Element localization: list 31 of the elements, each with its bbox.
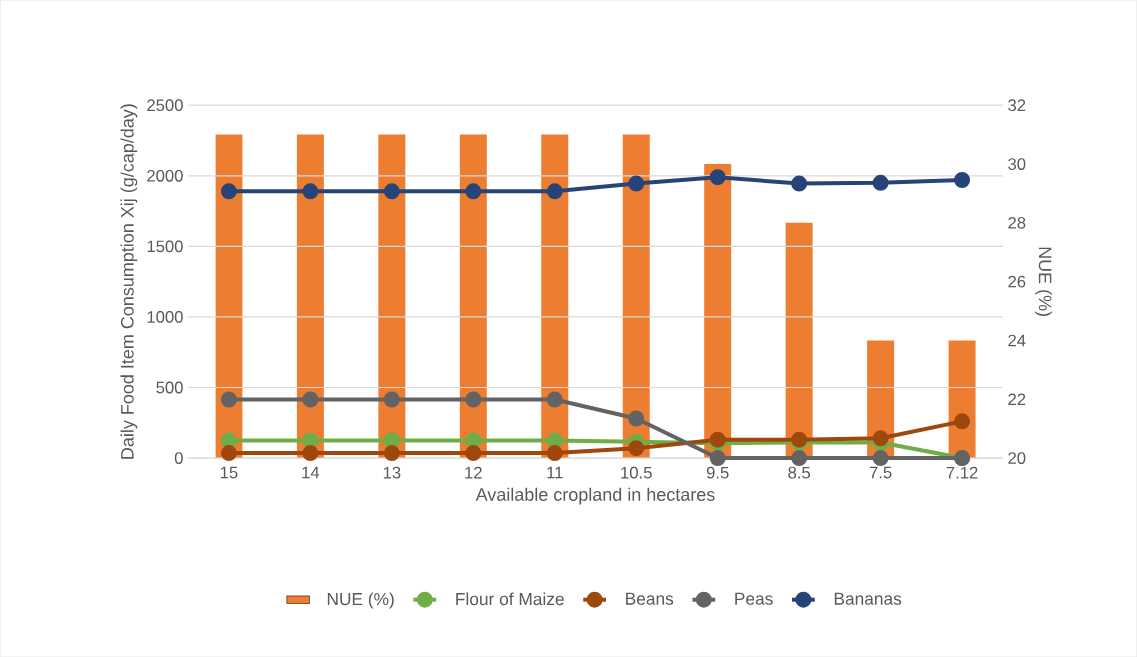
x-tick-label: 10.5 bbox=[621, 466, 652, 479]
x-tick-label: 11 bbox=[547, 466, 563, 479]
legend-label: Peas bbox=[735, 592, 773, 605]
y-tick-label: 500 bbox=[156, 381, 183, 394]
y-tick-label: 1000 bbox=[147, 310, 183, 323]
y2-tick-label: 32 bbox=[1008, 99, 1026, 112]
legend-label: Beans bbox=[626, 592, 674, 605]
y2-tick-label: 24 bbox=[1008, 334, 1026, 347]
x-tick-label: 12 bbox=[465, 466, 482, 479]
x-tick-label: 14 bbox=[302, 466, 320, 479]
x-tick-label: 7.12 bbox=[946, 466, 978, 479]
x-axis-title: Available cropland in hectares bbox=[475, 487, 715, 505]
legend-label: Bananas bbox=[834, 592, 902, 605]
x-tick-label: 9.5 bbox=[706, 466, 729, 479]
y2-tick-label: 30 bbox=[1008, 158, 1026, 170]
y2-tick-label: 22 bbox=[1008, 393, 1026, 405]
y2-tick-label: 26 bbox=[1008, 275, 1026, 288]
y-tick-label: 2500 bbox=[147, 99, 183, 112]
y-axis-title: Daily Food Item Consumption Xij (g/cap/day) bbox=[120, 104, 138, 459]
y2-tick-label: 28 bbox=[1008, 216, 1026, 229]
x-tick-label: 7.5 bbox=[869, 466, 892, 479]
x-tick-label: 15 bbox=[220, 466, 238, 479]
y-tick-label: 0 bbox=[174, 452, 183, 464]
x-tick-label: 13 bbox=[383, 466, 401, 479]
legend-label: NUE (%) bbox=[327, 592, 394, 609]
legend-label: Flour of Maize bbox=[456, 592, 564, 606]
y2-axis-title: NUE (%) bbox=[1035, 247, 1052, 316]
y-tick-label: 2000 bbox=[147, 169, 183, 182]
y-tick-label: 1500 bbox=[147, 240, 183, 253]
y2-tick-label: 20 bbox=[1008, 452, 1026, 464]
x-tick-label: 8.5 bbox=[788, 466, 811, 479]
